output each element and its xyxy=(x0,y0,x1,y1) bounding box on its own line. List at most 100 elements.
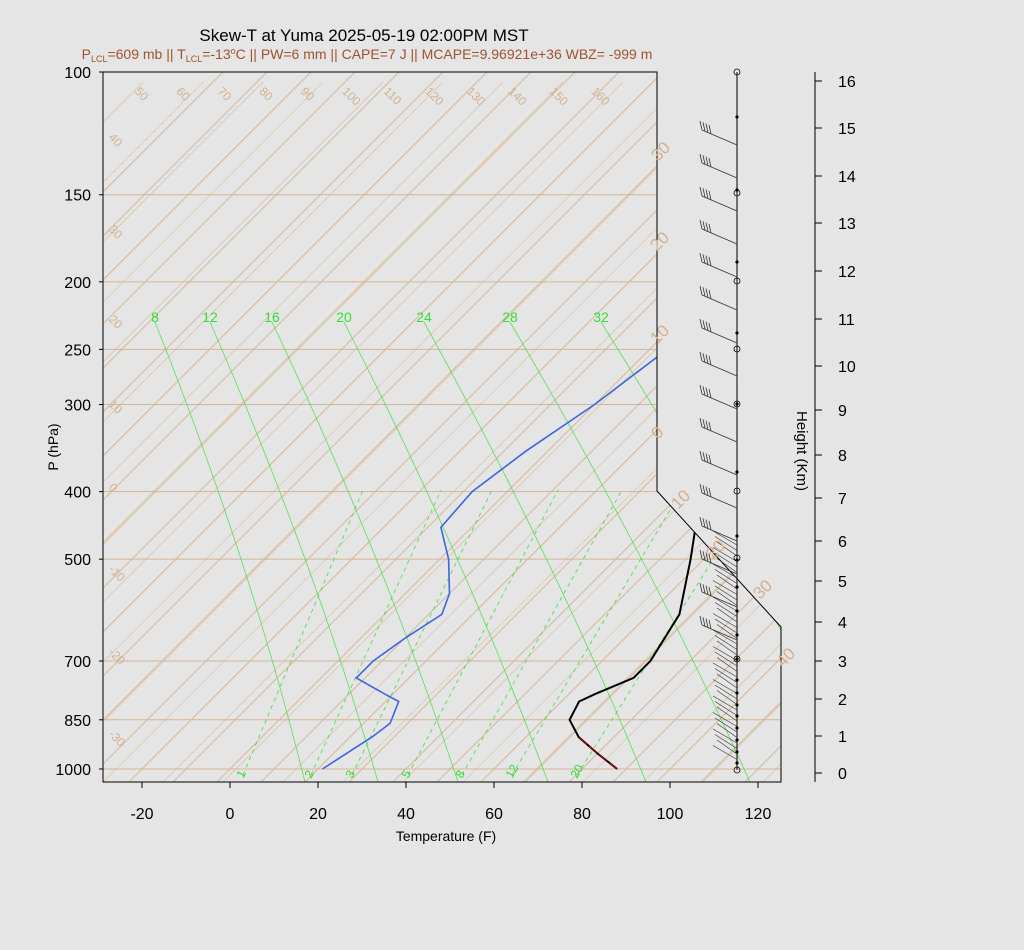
mixing-ratio-line xyxy=(343,321,549,782)
pressure-tick-label: 850 xyxy=(64,713,91,730)
isotherm-line xyxy=(103,72,620,782)
pressure-tick-label: 100 xyxy=(64,65,91,82)
isotherm-label: 110 xyxy=(381,84,405,108)
wind-barb xyxy=(701,129,738,146)
wind-barb-flag xyxy=(708,619,712,629)
wind-barb-flag xyxy=(702,518,706,528)
wind-barb xyxy=(701,525,738,542)
wind-level-dot xyxy=(735,703,739,707)
wind-barb-flag xyxy=(705,420,709,430)
wind-level-dot xyxy=(735,657,739,661)
wind-barb-flag xyxy=(699,219,703,230)
wind-barb-flag xyxy=(708,421,712,431)
height-tick-label: 0 xyxy=(838,766,847,783)
wind-barb-flag xyxy=(699,450,703,461)
wind-barb-flag xyxy=(702,320,706,330)
wind-level-dot xyxy=(735,750,739,754)
wind-barb-flag xyxy=(699,120,703,131)
wind-barb-flag xyxy=(699,153,703,164)
adiabat-line xyxy=(103,81,444,782)
wind-barb xyxy=(712,745,738,760)
wind-barb xyxy=(714,552,738,568)
wind-level-dot xyxy=(735,738,739,742)
wind-barb xyxy=(716,723,738,738)
isotherm-line xyxy=(919,72,1024,784)
wind-barb-flag xyxy=(705,387,709,397)
isotherm-label: 40 xyxy=(106,130,126,150)
adiabat-line xyxy=(883,82,1024,782)
wind-barb-flag xyxy=(702,254,706,264)
adiabat-line xyxy=(103,81,781,782)
wind-barb xyxy=(716,558,738,573)
pressure-tick-label: 700 xyxy=(64,654,91,671)
mixing-ratio-label: 20 xyxy=(336,309,352,325)
wind-calm-marker xyxy=(733,655,741,663)
adiabat-line xyxy=(103,81,324,782)
wind-barb xyxy=(716,706,738,722)
wind-barb xyxy=(701,558,738,575)
wind-barb xyxy=(716,607,738,623)
isotherm-line xyxy=(103,72,356,782)
wind-barb-flag xyxy=(708,322,712,332)
wind-barb-flag xyxy=(702,584,706,594)
wind-barb-flag xyxy=(705,552,709,562)
mixing-ratio-dashed xyxy=(407,489,559,776)
wind-calm-marker xyxy=(733,400,741,408)
pressure-tick-label: 200 xyxy=(64,275,91,292)
isotherm-label: 150 xyxy=(547,84,571,108)
wind-barb-flag xyxy=(705,222,709,232)
height-tick-label: 5 xyxy=(838,574,847,591)
mixing-ratio-line xyxy=(154,321,306,782)
wind-barb-flag xyxy=(702,419,706,429)
wind-barb-flag xyxy=(699,549,703,560)
isotherm-line xyxy=(654,72,781,782)
wind-barb-flag xyxy=(705,354,709,364)
wind-barb xyxy=(701,492,738,509)
wind-barb-flag xyxy=(702,485,706,495)
wind-barb xyxy=(701,459,738,476)
isotherm-line xyxy=(478,72,781,782)
wind-barb xyxy=(712,629,738,645)
wind-barb-flag xyxy=(699,252,703,263)
mixing-ratio-dashed xyxy=(511,489,683,776)
pressure-tick-label: 1000 xyxy=(55,762,91,779)
isotherm-label: 20 xyxy=(106,312,126,332)
temperature-tick-label: 120 xyxy=(745,806,772,823)
wind-barb xyxy=(716,574,738,590)
isotherm-label: 10 xyxy=(667,486,694,513)
wind-barb xyxy=(714,569,738,584)
pressure-tick-label: 250 xyxy=(64,342,91,359)
wind-barb xyxy=(712,728,738,744)
wind-barb-flag xyxy=(708,454,712,464)
wind-barb-flag xyxy=(708,124,712,134)
height-tick-label: 7 xyxy=(838,491,847,508)
wind-barb xyxy=(714,536,738,551)
wind-barb xyxy=(714,684,738,700)
isotherm-line xyxy=(126,72,781,782)
wind-barb-flag xyxy=(699,615,703,626)
height-tick-label: 6 xyxy=(838,534,847,551)
isotherm-label: 30 xyxy=(647,138,674,165)
wind-barb-flag xyxy=(699,351,703,362)
wind-barb xyxy=(701,162,738,179)
wind-calm-marker xyxy=(733,766,741,774)
wind-barb xyxy=(712,580,738,595)
isotherm-label: 130 xyxy=(464,84,488,108)
wind-barb-flag xyxy=(708,388,712,398)
isotherm-label: 160 xyxy=(588,84,612,108)
adiabat-line xyxy=(103,81,744,782)
wind-barb-flag xyxy=(705,156,709,166)
wind-barb xyxy=(712,646,738,661)
pressure-tick-label: 300 xyxy=(64,398,91,415)
isotherm-line xyxy=(742,72,781,782)
height-tick-label: 3 xyxy=(838,654,847,671)
isotherm-label: 80 xyxy=(256,84,276,104)
wind-barb xyxy=(712,563,738,579)
wind-barb-flag xyxy=(705,453,709,463)
wind-barb-flag xyxy=(702,386,706,396)
wind-barb-flag xyxy=(699,417,703,428)
isotherm-label: 140 xyxy=(505,84,529,108)
wind-calm-marker xyxy=(733,68,741,76)
wind-barb-flag xyxy=(699,318,703,329)
wind-barb-flag xyxy=(702,353,706,363)
